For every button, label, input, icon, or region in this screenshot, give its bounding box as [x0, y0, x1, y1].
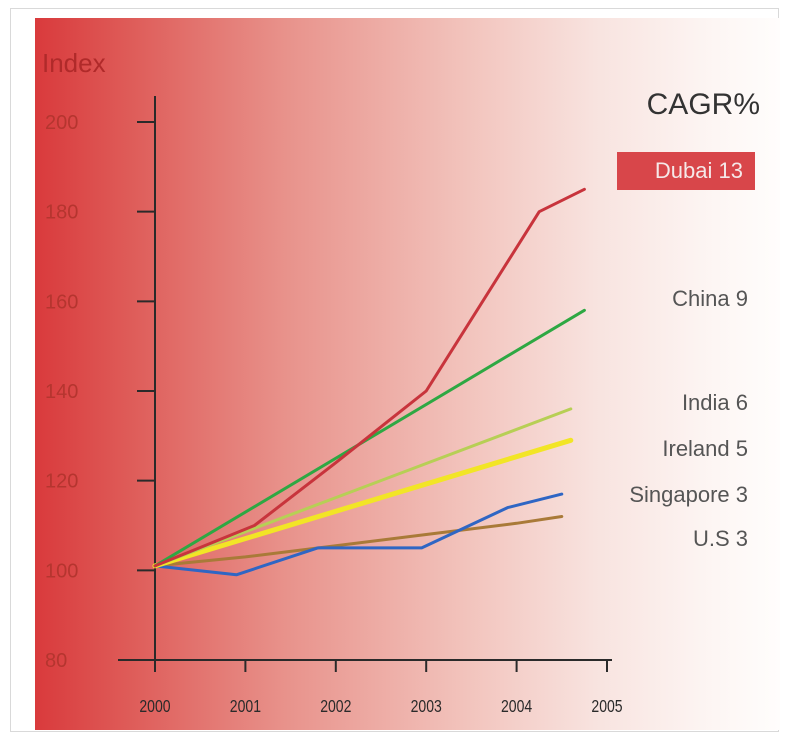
- legend-label-india-6: India 6: [682, 390, 748, 415]
- series-line-ireland-5: [152, 437, 574, 569]
- legend-label-singapore-3: Singapore 3: [629, 482, 748, 507]
- x-tick-label-2003: 2003: [411, 696, 442, 716]
- y-tick-label-80: 80: [45, 650, 67, 672]
- legend-label-dubai-13: Dubai 13: [655, 158, 743, 183]
- chart-background-panel: [35, 18, 780, 730]
- legend-title: CAGR%: [647, 88, 760, 121]
- x-tick-label-2000: 2000: [139, 696, 170, 716]
- series-line-india-6: [153, 407, 573, 568]
- legend-label-ireland-5: Ireland 5: [662, 436, 748, 461]
- x-tick-label-2002: 2002: [320, 696, 351, 716]
- legend-label-u-s-3: U.S 3: [693, 526, 748, 551]
- y-tick-label-140: 140: [45, 381, 78, 403]
- legend-highlight-box-dubai-13: [617, 152, 755, 190]
- x-tick-label-2001: 2001: [230, 696, 261, 716]
- x-tick-label-2005: 2005: [591, 696, 622, 716]
- series-line-singapore-3: [153, 492, 564, 577]
- y-tick-label-160: 160: [45, 291, 78, 313]
- y-tick-label-180: 180: [45, 202, 78, 224]
- y-tick-label-200: 200: [45, 112, 78, 134]
- series-line-dubai-13: [153, 187, 586, 568]
- y-axis-label: Index: [42, 48, 106, 78]
- series-line-u-s-3: [153, 515, 564, 568]
- legend-label-china-9: China 9: [672, 286, 748, 311]
- y-tick-label-100: 100: [45, 560, 78, 582]
- series-line-china-9: [153, 308, 586, 568]
- y-tick-label-120: 120: [45, 471, 78, 493]
- x-tick-label-2004: 2004: [501, 696, 532, 716]
